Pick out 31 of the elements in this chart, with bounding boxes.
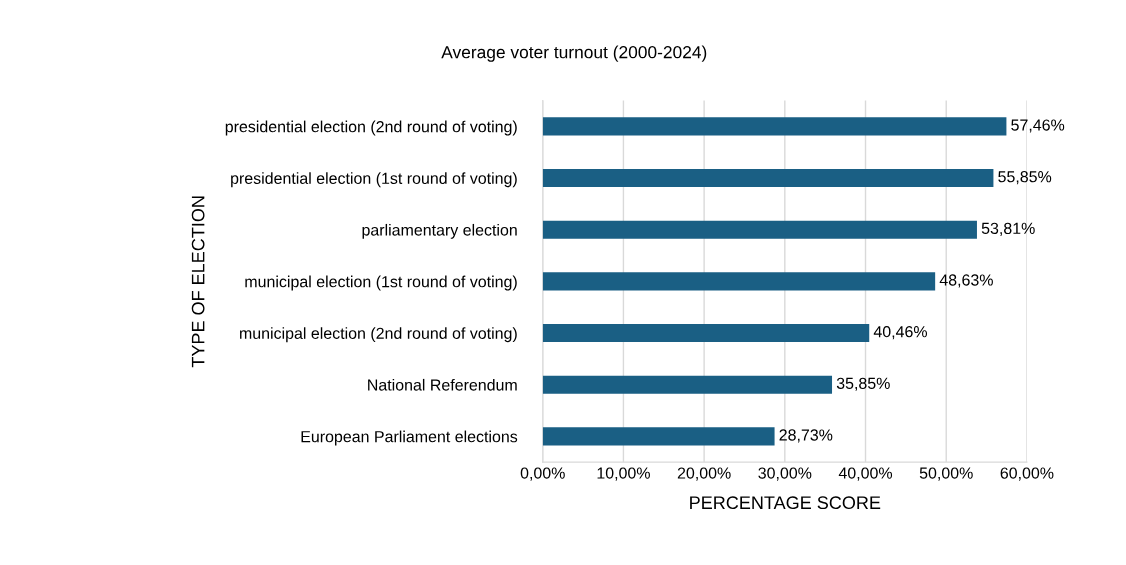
data-label: 57,46% <box>1011 119 1065 133</box>
x-tick-label: 10,00% <box>597 467 650 481</box>
x-tick-label: 40,00% <box>838 467 893 481</box>
y-tick-label: parliamentary election <box>362 223 517 239</box>
chart-title: Average voter turnout (2000-2024) <box>441 45 707 62</box>
bar <box>542 375 833 394</box>
data-label: 28,73% <box>779 429 833 443</box>
data-label: 35,85% <box>836 377 890 391</box>
bar <box>542 323 870 343</box>
bar <box>542 427 775 446</box>
y-tick-label: municipal election (2nd round of voting) <box>240 327 517 343</box>
y-tick-label: municipal election (1st round of voting) <box>245 275 517 291</box>
data-label: 55,85% <box>998 171 1052 185</box>
bar <box>542 117 1007 136</box>
x-tick-label: 0,00% <box>520 467 565 481</box>
data-label: 48,63% <box>939 274 993 288</box>
y-tick-label: National Referendum <box>368 378 517 391</box>
y-tick-label: European Parliament elections <box>301 430 518 446</box>
bar <box>542 220 977 239</box>
bar <box>542 272 936 291</box>
data-label: 40,46% <box>873 326 927 340</box>
x-axis-title: PERCENTAGE SCORE <box>690 496 881 510</box>
x-tick-label: 20,00% <box>677 467 731 481</box>
y-tick-label: presidential election (1st round of voting) <box>231 172 517 188</box>
x-tick-label: 30,00% <box>758 467 812 481</box>
bar <box>542 169 994 188</box>
x-tick-label: 60,00% <box>1000 467 1054 481</box>
y-axis-title: TYPE OF ELECTION <box>191 196 205 368</box>
x-tick-label: 50,00% <box>919 467 973 481</box>
data-label: 53,81% <box>981 222 1035 236</box>
y-tick-label: presidential election (2nd round of voting) <box>225 120 517 136</box>
